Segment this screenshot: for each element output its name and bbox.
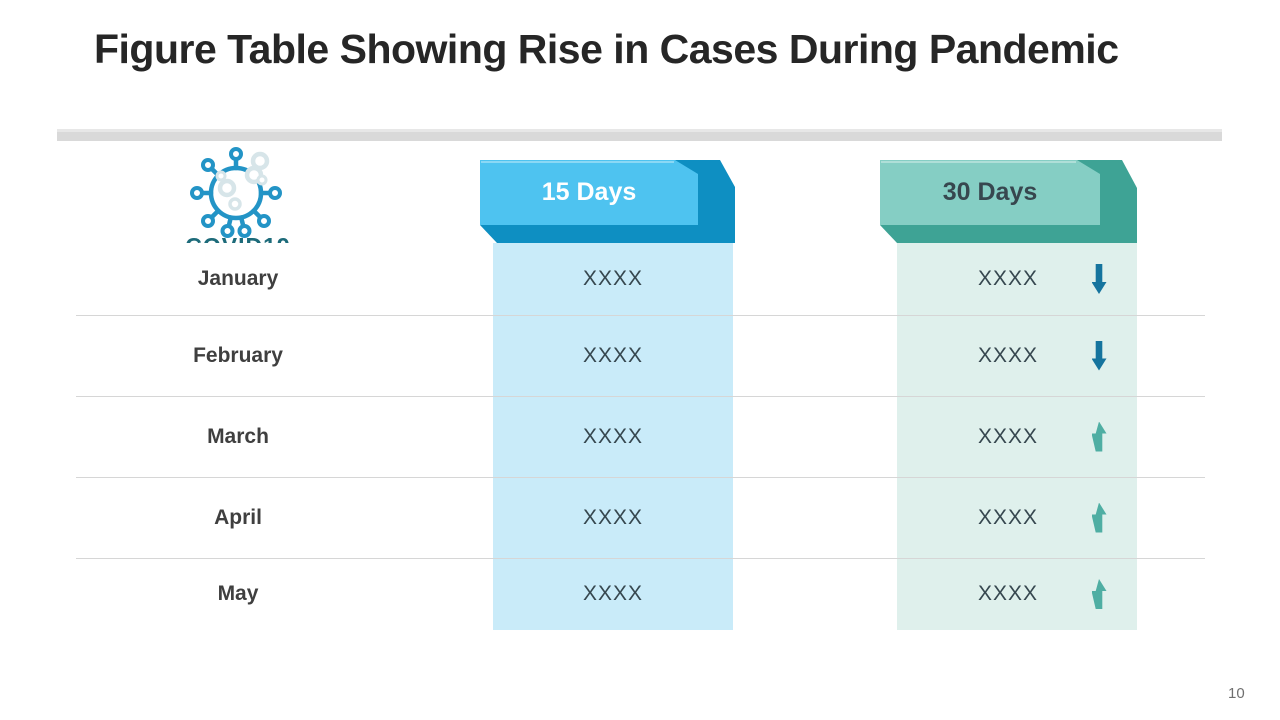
coronavirus-icon	[190, 147, 282, 238]
month-label: May	[217, 582, 259, 605]
column-header-label: 30 Days	[942, 178, 1038, 206]
value-30-days: XXXX	[977, 505, 1039, 529]
table-row: April XXXX XXXX	[0, 477, 1280, 558]
trend-arrow-icon	[1091, 421, 1107, 452]
month-label: April	[214, 505, 262, 529]
page-number: 10	[1228, 685, 1245, 702]
value-30-days: XXXX	[977, 343, 1039, 367]
trend-arrow-icon	[1091, 579, 1107, 609]
value-30-days: XXXX	[977, 582, 1039, 605]
table-row: May XXXX XXXX	[0, 558, 1280, 630]
month-label: January	[197, 267, 279, 290]
value-15-days: XXXX	[582, 582, 644, 605]
row-separator	[76, 315, 1205, 316]
row-separator	[76, 477, 1205, 478]
value-30-days: XXXX	[977, 267, 1039, 290]
trend-arrow-icon	[1091, 340, 1107, 371]
column-header-label: 15 Days	[541, 178, 637, 206]
month-label: March	[207, 424, 269, 448]
trend-arrow-icon	[1091, 264, 1107, 294]
value-15-days: XXXX	[582, 267, 644, 290]
value-15-days: XXXX	[582, 505, 644, 529]
column-header-15-days: 15 Days	[480, 160, 735, 243]
value-15-days: XXXX	[582, 343, 644, 367]
title-divider	[57, 129, 1222, 141]
table-row: February XXXX XXXX	[0, 315, 1280, 396]
table-row: March XXXX XXXX	[0, 396, 1280, 477]
column-15-days-background	[493, 243, 733, 630]
value-15-days: XXXX	[582, 424, 644, 448]
table-row: January XXXX XXXX	[0, 243, 1280, 315]
column-header-30-days: 30 Days	[880, 160, 1137, 243]
month-label: February	[193, 343, 283, 367]
value-30-days: XXXX	[977, 424, 1039, 448]
row-separator	[76, 558, 1205, 559]
row-separator	[76, 396, 1205, 397]
icon-caption: COVID19	[182, 234, 294, 243]
trend-arrow-icon	[1091, 502, 1107, 533]
page-title: Figure Table Showing Rise in Cases Durin…	[94, 26, 1119, 72]
